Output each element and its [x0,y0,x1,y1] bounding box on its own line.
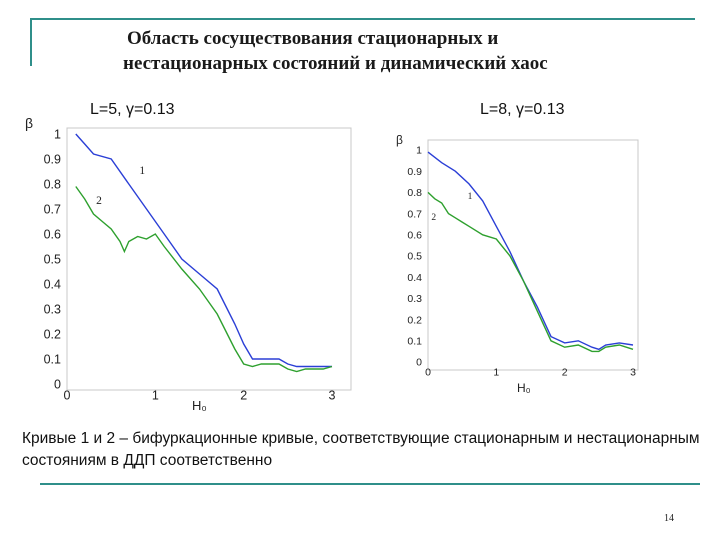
chart-left-ylabel: β [25,115,33,131]
left-xtick-label: 3 [329,389,336,403]
right-xtick-label: 2 [562,367,568,379]
left-ytick-label: 0.6 [44,227,61,241]
right-ytick-label: 0.6 [407,229,422,241]
right-ytick-label: 0.3 [407,293,422,305]
right-series-1-label: 1 [468,192,473,202]
chart-right-ylabel: β [396,133,403,147]
right-ytick-label: 1 [416,145,422,157]
figure-caption: Кривые 1 и 2 – бифуркационные кривые, со… [22,430,700,469]
left-ytick-label: 0.2 [44,327,61,341]
right-series-2-label: 2 [431,213,436,223]
right-series-2-line [427,191,634,353]
right-ytick-label: 0.4 [407,272,422,284]
slide-title: Область сосуществования стационарных и н… [95,26,695,76]
left-series-1-line [75,133,332,368]
left-xtick-label: 2 [240,389,247,403]
right-xtick-label: 1 [493,367,499,379]
right-series-1-line [427,151,634,351]
left-xtick-label: 1 [152,389,159,403]
page-number: 14 [664,513,674,524]
right-ytick-label: 0.7 [407,208,422,220]
slide-title-line1: Область сосуществования стационарных и [127,28,499,49]
bottom-rule [40,483,700,485]
left-series-2-line [75,186,333,373]
top-rule [30,18,695,20]
left-ytick-label: 0.3 [44,302,61,316]
left-ytick-label: 0.4 [44,277,61,291]
left-series-2-label: 2 [96,195,102,207]
right-ytick-label: 0.8 [407,187,422,199]
chart-left-label: L=5, γ=0.13 [90,101,175,118]
slide-title-line2: нестационарных состояний и динамический … [123,53,548,74]
chart-right-label: L=8, γ=0.13 [480,101,565,118]
chart-right-xlabel: H₀ [517,381,531,395]
left-ytick-label: 0.9 [44,152,61,166]
right-ytick-label: 0 [416,357,422,369]
left-ytick-label: 0.7 [44,202,61,216]
left-ytick-label: 0 [54,377,61,391]
right-ytick-label: 0.2 [407,314,422,326]
left-xtick-label: 0 [64,389,71,403]
left-series-1-label: 1 [139,165,145,177]
right-ytick-label: 0.1 [407,335,422,347]
chart-left-frame [66,127,352,391]
right-xtick-label: 0 [425,367,431,379]
left-rule [30,18,32,66]
right-ytick-label: 0.5 [407,251,422,263]
right-xtick-label: 3 [630,367,636,379]
right-ytick-label: 0.9 [407,166,422,178]
left-ytick-label: 0.1 [44,352,61,366]
left-ytick-label: 1 [54,127,61,141]
chart-left-xlabel: H₀ [192,398,207,413]
left-ytick-label: 0.8 [44,177,61,191]
left-ytick-label: 0.5 [44,252,61,266]
